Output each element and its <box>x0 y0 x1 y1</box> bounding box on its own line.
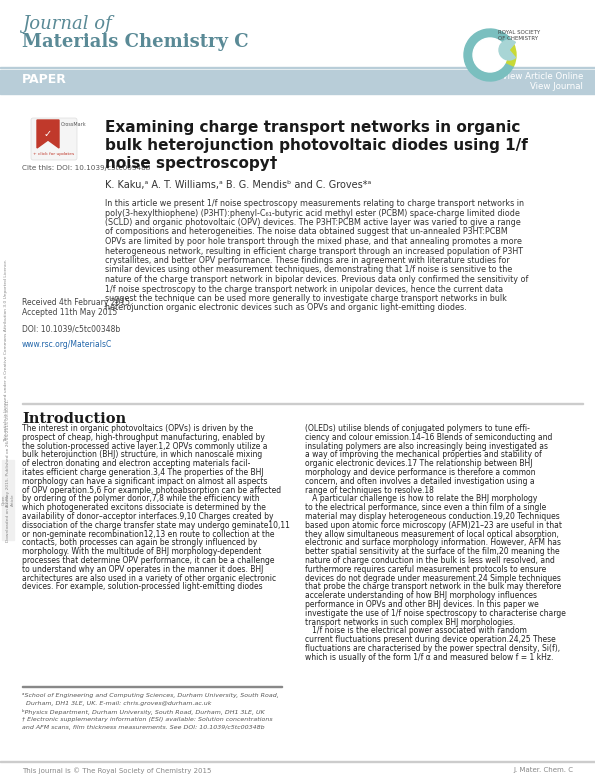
Text: dissociation of the charge transfer state may undergo geminate10,11: dissociation of the charge transfer stat… <box>22 521 290 530</box>
Text: ROYAL SOCIETY: ROYAL SOCIETY <box>498 30 540 35</box>
Text: performance in OPVs and other BHJ devices. In this paper we: performance in OPVs and other BHJ device… <box>305 600 538 609</box>
Text: insulating polymers are also increasingly being investigated as: insulating polymers are also increasingl… <box>305 441 548 451</box>
Text: The interest in organic photovoltaics (OPVs) is driven by the: The interest in organic photovoltaics (O… <box>22 424 253 433</box>
Bar <box>0 70 595 94</box>
Text: + click for updates: + click for updates <box>33 152 74 156</box>
Text: itates efficient charge generation.3,4 The properties of the BHJ: itates efficient charge generation.3,4 T… <box>22 468 264 477</box>
Text: better spatial sensitivity at the surface of the film,20 meaning the: better spatial sensitivity at the surfac… <box>305 548 560 556</box>
Text: organic electronic devices.17 The relationship between BHJ: organic electronic devices.17 The relati… <box>305 459 533 468</box>
Text: by ordering of the polymer donor,7,8 while the efficiency with: by ordering of the polymer donor,7,8 whi… <box>22 495 259 503</box>
Text: which photogenerated excitons dissociate is determined by the: which photogenerated excitons dissociate… <box>22 503 266 512</box>
Text: † Electronic supplementary information (ESI) available: Solution concentrations: † Electronic supplementary information (… <box>22 717 273 722</box>
Text: 1/f noise spectroscopy to the charge transport network in unipolar devices, henc: 1/f noise spectroscopy to the charge tra… <box>105 285 503 293</box>
Text: nature of charge conduction in the bulk is less well resolved, and: nature of charge conduction in the bulk … <box>305 556 555 565</box>
Text: devices. For example, solution-processed light-emitting diodes: devices. For example, solution-processed… <box>22 583 262 591</box>
Text: crystallites, and better OPV performance. These findings are in agreement with l: crystallites, and better OPV performance… <box>105 256 510 265</box>
Text: transport networks in such complex BHJ morphologies.: transport networks in such complex BHJ m… <box>305 618 515 626</box>
Text: the solution-processed active layer.1,2 OPVs commonly utilize a: the solution-processed active layer.1,2 … <box>22 441 268 451</box>
Text: noise spectroscopy†: noise spectroscopy† <box>105 156 277 171</box>
Text: ᵇPhysics Department, Durham University, South Road, Durham, DH1 3LE, UK: ᵇPhysics Department, Durham University, … <box>22 709 265 715</box>
Text: heterojunction organic electronic devices such as OPVs and organic light-emittin: heterojunction organic electronic device… <box>105 303 466 313</box>
Text: range of techniques to resolve.18: range of techniques to resolve.18 <box>305 486 434 495</box>
Text: Durham, DH1 3LE, UK. E-mail: chris.groves@durham.ac.uk: Durham, DH1 3LE, UK. E-mail: chris.grove… <box>22 701 211 706</box>
Text: www.rsc.org/MaterialsC: www.rsc.org/MaterialsC <box>22 340 112 349</box>
Text: Materials Chemistry C: Materials Chemistry C <box>22 33 249 51</box>
Text: or non-geminate recombination12,13 en route to collection at the: or non-geminate recombination12,13 en ro… <box>22 530 274 539</box>
Text: (OLEDs) utilise blends of conjugated polymers to tune effi-: (OLEDs) utilise blends of conjugated pol… <box>305 424 530 433</box>
Text: K. Kaku,ᵃ A. T. Williams,ᵃ B. G. Mendisᵇ and C. Groves*ᵃ: K. Kaku,ᵃ A. T. Williams,ᵃ B. G. Mendisᵇ… <box>105 180 371 190</box>
Text: poly(3-hexylthiophene) (P3HT):phenyl-C₆₁-butyric acid methyl ester (PCBM) space-: poly(3-hexylthiophene) (P3HT):phenyl-C₆₁… <box>105 208 520 218</box>
Text: suggest the technique can be used more generally to investigate charge transport: suggest the technique can be used more g… <box>105 294 507 303</box>
Text: OPVs are limited by poor hole transport through the mixed phase, and that anneal: OPVs are limited by poor hole transport … <box>105 237 522 246</box>
Text: Introduction: Introduction <box>22 412 126 426</box>
Text: heterogeneous network, resulting in efficient charge transport through an increa: heterogeneous network, resulting in effi… <box>105 246 523 256</box>
Text: (SCLD) and organic photovoltaic (OPV) devices. The P3HT:PCBM active layer was va: (SCLD) and organic photovoltaic (OPV) de… <box>105 218 521 227</box>
Text: to the electrical performance, since even a thin film of a single: to the electrical performance, since eve… <box>305 503 546 512</box>
Text: In this article we present 1/f noise spectroscopy measurements relating to charg: In this article we present 1/f noise spe… <box>105 199 524 208</box>
Wedge shape <box>490 44 516 66</box>
Text: of electron donating and electron accepting materials facil-: of electron donating and electron accept… <box>22 459 250 468</box>
Text: A particular challenge is how to relate the BHJ morphology: A particular challenge is how to relate … <box>305 495 537 503</box>
Wedge shape <box>499 40 515 60</box>
Text: DOI: 10.1039/c5tc00348b: DOI: 10.1039/c5tc00348b <box>22 325 120 334</box>
Bar <box>2 460 14 540</box>
Bar <box>0 66 595 68</box>
Text: morphology and device performance is therefore a common: morphology and device performance is the… <box>305 468 536 477</box>
Text: devices do not degrade under measurement.24 Simple techniques: devices do not degrade under measurement… <box>305 573 561 583</box>
Text: bulk heterojunction photovoltaic diodes using 1/f: bulk heterojunction photovoltaic diodes … <box>105 138 528 153</box>
Text: Received 4th February 2015,: Received 4th February 2015, <box>22 298 132 307</box>
Text: availability of donor–acceptor interfaces.9,10 Charges created by: availability of donor–acceptor interface… <box>22 512 274 521</box>
Text: prospect of cheap, high-throughput manufacturing, enabled by: prospect of cheap, high-throughput manuf… <box>22 433 265 441</box>
Polygon shape <box>37 120 59 148</box>
Text: PAPER: PAPER <box>22 73 67 86</box>
Text: a way of improving the mechanical properties and stability of: a way of improving the mechanical proper… <box>305 450 542 459</box>
Text: CrossMark: CrossMark <box>61 122 87 127</box>
Text: based upon atomic force microscopy (AFM)21–23 are useful in that: based upon atomic force microscopy (AFM)… <box>305 521 562 530</box>
Text: similar devices using other measurement techniques, demonstrating that 1/f noise: similar devices using other measurement … <box>105 265 512 275</box>
Text: to understand why an OPV operates in the manner it does. BHJ: to understand why an OPV operates in the… <box>22 565 264 574</box>
Text: investigate the use of 1/f noise spectroscopy to characterise charge: investigate the use of 1/f noise spectro… <box>305 609 566 618</box>
Text: Open
Access
Article: Open Access Article <box>1 494 15 506</box>
Text: fluctuations are characterised by the power spectral density, Si(f),: fluctuations are characterised by the po… <box>305 644 560 653</box>
Text: processes that determine OPV performance, it can be a challenge: processes that determine OPV performance… <box>22 556 274 565</box>
Text: View Article Online: View Article Online <box>502 72 583 81</box>
Text: bulk heterojunction (BHJ) structure, in which nanoscale mixing: bulk heterojunction (BHJ) structure, in … <box>22 450 262 459</box>
Text: J. Mater. Chem. C: J. Mater. Chem. C <box>513 767 573 773</box>
Text: Journal of: Journal of <box>22 15 112 33</box>
Text: Cite this: DOI: 10.1039/c5tc00348b: Cite this: DOI: 10.1039/c5tc00348b <box>22 165 151 171</box>
Text: morphology. With the multitude of BHJ morphology-dependent: morphology. With the multitude of BHJ mo… <box>22 548 261 556</box>
Wedge shape <box>464 29 513 81</box>
Text: of compositions and heterogeneities. The noise data obtained suggest that un-ann: of compositions and heterogeneities. The… <box>105 228 508 236</box>
Text: Examining charge transport networks in organic: Examining charge transport networks in o… <box>105 120 521 135</box>
Text: accelerate understanding of how BHJ morphology influences: accelerate understanding of how BHJ morp… <box>305 591 537 600</box>
Text: This journal is © The Royal Society of Chemistry 2015: This journal is © The Royal Society of C… <box>22 767 211 774</box>
Text: they allow simultaneous measurement of local optical absorption,: they allow simultaneous measurement of l… <box>305 530 559 539</box>
Text: which is usually of the form 1/f α and measured below f = 1 kHz.: which is usually of the form 1/f α and m… <box>305 653 553 661</box>
Text: This article is licensed under a Creative Commons Attribution 3.0 Unported Licen: This article is licensed under a Creativ… <box>4 258 8 441</box>
Text: architectures are also used in a variety of other organic electronic: architectures are also used in a variety… <box>22 573 276 583</box>
Text: ✓: ✓ <box>44 129 52 139</box>
Text: current fluctuations present during device operation.24,25 These: current fluctuations present during devi… <box>305 635 556 644</box>
Text: concern, and often involves a detailed investigation using a: concern, and often involves a detailed i… <box>305 477 535 486</box>
Text: Downloaded on 22 May 2015. Published on 26/05/2015 09:30:41.: Downloaded on 22 May 2015. Published on … <box>6 399 10 541</box>
Text: electronic and surface morphology information. However, AFM has: electronic and surface morphology inform… <box>305 538 561 548</box>
Text: 1/f noise is the electrical power associated with random: 1/f noise is the electrical power associ… <box>305 626 527 636</box>
Text: morphology can have a significant impact on almost all aspects: morphology can have a significant impact… <box>22 477 268 486</box>
Circle shape <box>473 38 507 72</box>
Text: and AFM scans, film thickness measurements. See DOI: 10.1039/c5tc00348b: and AFM scans, film thickness measuremen… <box>22 725 265 730</box>
Text: that probe the charge transport network in the bulk may therefore: that probe the charge transport network … <box>305 583 561 591</box>
Bar <box>22 403 583 404</box>
Text: furthermore requires careful measurement protocols to ensure: furthermore requires careful measurement… <box>305 565 546 574</box>
Text: ciency and colour emission.14–16 Blends of semiconducting and: ciency and colour emission.14–16 Blends … <box>305 433 552 441</box>
FancyBboxPatch shape <box>31 118 77 160</box>
Text: ᵃSchool of Engineering and Computing Sciences, Durham University, South Road,: ᵃSchool of Engineering and Computing Sci… <box>22 693 278 698</box>
Text: OF CHEMISTRY: OF CHEMISTRY <box>498 36 538 41</box>
Text: View Journal: View Journal <box>530 82 583 91</box>
Text: contacts, both processes can again be strongly influenced by: contacts, both processes can again be st… <box>22 538 257 548</box>
Text: nature of the charge transport network in bipolar devices. Previous data only co: nature of the charge transport network i… <box>105 275 528 284</box>
Text: of OPV operation.5,6 For example, photoabsorption can be affected: of OPV operation.5,6 For example, photoa… <box>22 486 281 495</box>
Text: material may display heterogeneous conduction.19,20 Techniques: material may display heterogeneous condu… <box>305 512 560 521</box>
Text: Accepted 11th May 2015: Accepted 11th May 2015 <box>22 308 117 317</box>
